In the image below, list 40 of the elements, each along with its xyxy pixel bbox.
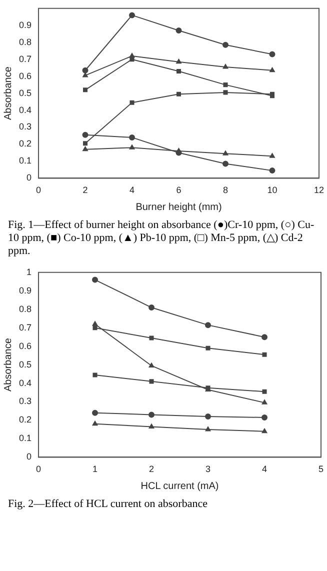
caption: Fig. 2—Effect of HCL current on absorbance bbox=[7, 497, 208, 512]
x-tick-label: 6 bbox=[176, 185, 182, 196]
y-tick-label: 0.7 bbox=[18, 54, 32, 64]
y-tick-label: 0.2 bbox=[18, 414, 32, 425]
y-tick-label: 0.8 bbox=[18, 304, 32, 314]
x-tick-label: 2 bbox=[82, 185, 88, 196]
y-tick-label: 1 bbox=[26, 266, 32, 277]
y-tick-label: 0.1 bbox=[18, 156, 32, 166]
y-tick-label: 0.5 bbox=[18, 88, 32, 98]
y-tick-label: 0.4 bbox=[18, 378, 32, 388]
y-tick-label: 0.5 bbox=[18, 359, 32, 370]
x-tick-label: 0 bbox=[36, 185, 42, 196]
y-axis-title: Absorbance bbox=[2, 338, 14, 392]
x-tick-label: 12 bbox=[314, 185, 324, 196]
y-tick-label: 0.1 bbox=[18, 433, 32, 444]
y-tick-label: 0.8 bbox=[18, 36, 32, 47]
y-tick-label: 0.2 bbox=[18, 138, 32, 149]
y-tick-label: 0.4 bbox=[18, 104, 32, 115]
x-tick-label: 10 bbox=[267, 185, 278, 196]
y-tick-label: 0.7 bbox=[18, 322, 32, 332]
y-tick-label: 0.6 bbox=[18, 70, 32, 81]
y-tick-label: 0.6 bbox=[18, 340, 32, 351]
y-tick-label: 0.9 bbox=[18, 20, 32, 30]
y-tick-label: 0.3 bbox=[18, 396, 32, 406]
x-tick-label: 5 bbox=[318, 464, 324, 474]
x-tick-label: 3 bbox=[205, 464, 211, 474]
x-tick-label: 8 bbox=[222, 185, 228, 196]
x-tick-label: 1 bbox=[92, 464, 98, 474]
x-axis-title: Burner height (mm) bbox=[136, 202, 222, 213]
y-tick-label: 0 bbox=[26, 452, 32, 462]
x-tick-label: 2 bbox=[149, 464, 154, 474]
y-tick-label: 0.9 bbox=[18, 285, 32, 296]
x-tick-label: 4 bbox=[130, 185, 135, 196]
x-tick-label: 0 bbox=[36, 464, 42, 474]
y-tick-label: 0.3 bbox=[18, 122, 32, 132]
x-tick-label: 4 bbox=[262, 464, 268, 474]
caption: Fig. 1—Effect of burner height on absorbance (●)Cr-10 ppm, (○) Cu-10 ppm, (■) Co-10 ppm, (▲) Pb-10 ppm, (□) Mn-5 ppm, (△) Cd-2 ppm. bbox=[7, 218, 316, 259]
x-axis-title: HCL current (mA) bbox=[140, 480, 219, 492]
y-tick-label: 0 bbox=[26, 172, 32, 183]
y-axis-title: Absorbance bbox=[2, 66, 14, 120]
